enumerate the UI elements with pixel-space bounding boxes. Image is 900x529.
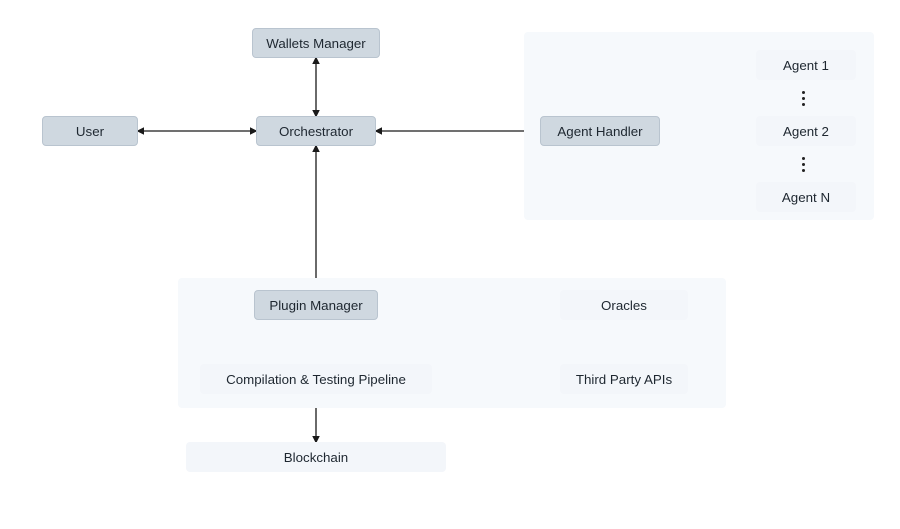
node-oracles: Oracles (560, 290, 688, 320)
node-label: Plugin Manager (269, 298, 362, 313)
node-label: Agent 2 (783, 124, 829, 139)
node-agent-handler: Agent Handler (540, 116, 660, 146)
node-agent-n: Agent N (756, 182, 856, 212)
node-label: Agent 1 (783, 58, 829, 73)
node-user: User (42, 116, 138, 146)
node-label: Wallets Manager (266, 36, 366, 51)
node-wallets: Wallets Manager (252, 28, 380, 58)
node-agent-1: Agent 1 (756, 50, 856, 80)
node-label: Oracles (601, 298, 647, 313)
node-agent-2: Agent 2 (756, 116, 856, 146)
node-third-party: Third Party APIs (560, 364, 688, 394)
node-label: Third Party APIs (576, 372, 672, 387)
node-label: User (76, 124, 104, 139)
node-compilation: Compilation & Testing Pipeline (200, 364, 432, 394)
vertical-ellipsis-icon (802, 87, 805, 109)
node-blockchain: Blockchain (186, 442, 446, 472)
node-plugin-manager: Plugin Manager (254, 290, 378, 320)
node-label: Compilation & Testing Pipeline (226, 372, 406, 387)
node-label: Agent Handler (557, 124, 642, 139)
node-label: Orchestrator (279, 124, 353, 139)
node-label: Agent N (782, 190, 830, 205)
node-label: Blockchain (284, 450, 348, 465)
vertical-ellipsis-icon (802, 153, 805, 175)
node-orchestrator: Orchestrator (256, 116, 376, 146)
